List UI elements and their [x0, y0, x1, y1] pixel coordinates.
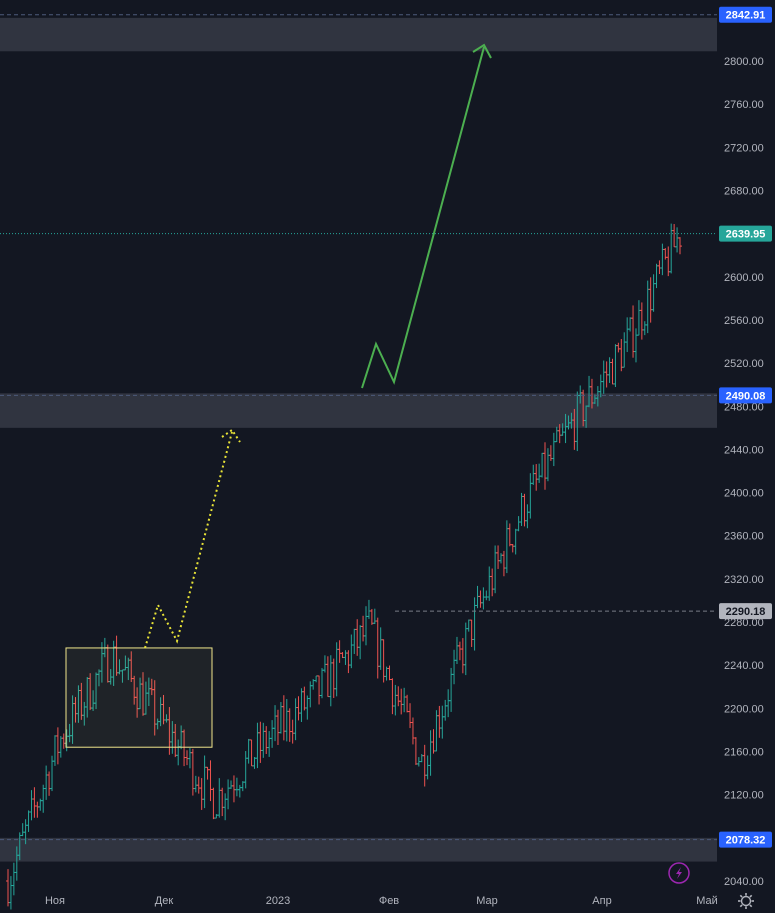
price-tick-label: 2200.00	[724, 703, 764, 715]
price-tick-label: 2440.00	[724, 444, 764, 456]
yellow-projection-path	[144, 431, 233, 649]
price-badge-label: 2290.18	[726, 606, 766, 618]
time-tick-label: Фев	[379, 895, 399, 907]
price-tick-label: 2160.00	[724, 747, 764, 759]
time-tick-label: Мар	[476, 895, 498, 907]
lightning-icon[interactable]	[668, 862, 690, 884]
price-axis-bg	[717, 0, 775, 913]
time-tick-label: Апр	[592, 895, 611, 907]
yellow-projection-arrowhead	[221, 428, 241, 443]
price-badge-bg	[719, 603, 772, 620]
price-tick-label: 2320.00	[724, 574, 764, 586]
time-axis[interactable]: Ноя Дек 2023 Фев Мар Апр Май	[45, 895, 718, 907]
time-tick-label: 2023	[266, 895, 290, 907]
price-badge-bg	[719, 387, 772, 404]
price-tick-label: 2480.00	[724, 401, 764, 413]
price-tick-label: 2560.00	[724, 315, 764, 327]
price-tick-label: 2720.00	[724, 142, 764, 154]
ohlc-bars	[6, 223, 682, 910]
zone-0	[0, 17, 717, 52]
annotations-layer	[0, 14, 717, 841]
green-projection-arrowhead	[472, 43, 492, 59]
price-tick-label: 2280.00	[724, 617, 764, 629]
price-tick-label: 2120.00	[724, 790, 764, 802]
consolidation-box	[65, 647, 213, 748]
zone-2	[0, 837, 717, 862]
price-badge: 2639.95	[719, 225, 772, 242]
price-badges: 2842.91 2490.08 2290.18 2078.32 2639.95	[719, 6, 772, 848]
price-tick-label: 2040.00	[724, 876, 764, 888]
price-tick-label: 2800.00	[724, 56, 764, 68]
price-badge-label: 2490.08	[726, 390, 766, 402]
price-badge: 2290.18	[719, 603, 772, 620]
price-tick-label: 2600.00	[724, 272, 764, 284]
price-tick-label: 2400.00	[724, 488, 764, 500]
gear-icon[interactable]	[738, 893, 754, 909]
time-tick-label: Дек	[155, 895, 174, 907]
price-badge-label: 2639.95	[726, 229, 766, 241]
price-badge-label: 2078.32	[726, 835, 766, 847]
price-badge-bg	[719, 6, 772, 23]
time-tick-label: Май	[696, 895, 718, 907]
price-tick-label: 2680.00	[724, 185, 764, 197]
green-projection-path	[361, 46, 485, 389]
price-badge: 2078.32	[719, 831, 772, 848]
price-axis[interactable]: 2040.002080.002120.002160.002200.002240.…	[717, 0, 775, 913]
price-badge-bg	[719, 831, 772, 848]
zone-1	[0, 393, 717, 428]
ohlc-bar	[678, 237, 682, 255]
price-badge: 2490.08	[719, 387, 772, 404]
price-badge: 2842.91	[719, 6, 772, 23]
price-badge-label: 2842.91	[726, 10, 766, 22]
time-tick-label: Ноя	[45, 895, 65, 907]
price-badge-bg	[719, 225, 772, 242]
price-tick-label: 2760.00	[724, 99, 764, 111]
price-tick-label: 2240.00	[724, 660, 764, 672]
price-tick-label: 2520.00	[724, 358, 764, 370]
price-tick-label: 2360.00	[724, 531, 764, 543]
